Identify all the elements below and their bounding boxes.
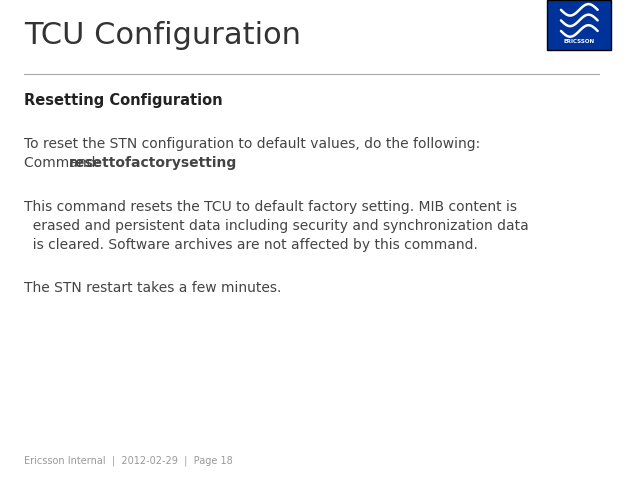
Text: is cleared. Software archives are not affected by this command.: is cleared. Software archives are not af… <box>24 238 478 252</box>
Text: The STN restart takes a few minutes.: The STN restart takes a few minutes. <box>24 281 282 295</box>
Text: This command resets the TCU to default factory setting. MIB content is: This command resets the TCU to default f… <box>24 200 518 214</box>
Text: ERICSSON: ERICSSON <box>564 39 595 44</box>
Text: resettofactorysetting: resettofactorysetting <box>68 156 237 170</box>
Text: erased and persistent data including security and synchronization data: erased and persistent data including sec… <box>24 219 529 233</box>
Text: Resetting Configuration: Resetting Configuration <box>24 93 223 108</box>
Text: TCU Configuration: TCU Configuration <box>24 22 301 50</box>
Text: Ericsson Internal  |  2012-02-29  |  Page 18: Ericsson Internal | 2012-02-29 | Page 18 <box>24 455 233 466</box>
Text: To reset the STN configuration to default values, do the following:: To reset the STN configuration to defaul… <box>24 137 481 151</box>
Text: Command:: Command: <box>24 156 105 170</box>
FancyBboxPatch shape <box>547 0 611 50</box>
